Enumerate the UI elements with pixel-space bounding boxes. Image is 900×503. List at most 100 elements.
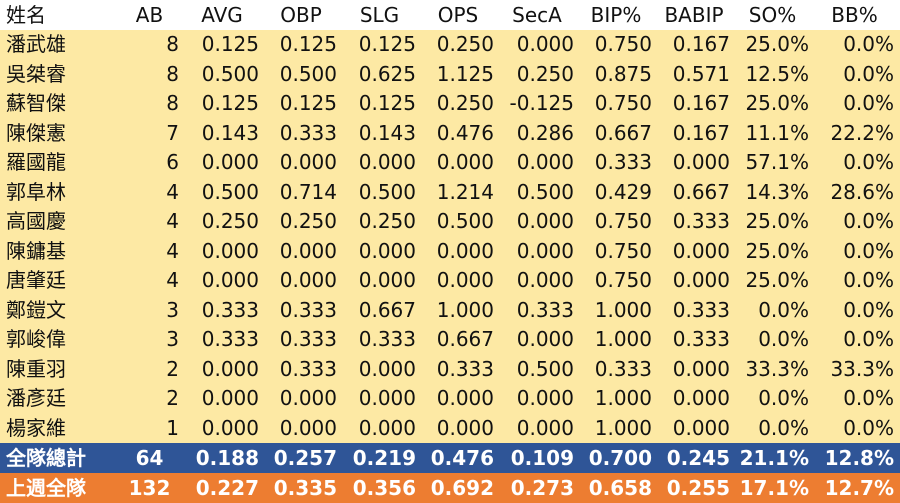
cell: 姓名	[0, 0, 120, 30]
cell: 1	[120, 413, 185, 443]
cell: 0.333	[580, 148, 658, 178]
cell: 楊家維	[0, 413, 120, 443]
cell: 0.286	[500, 118, 580, 148]
cell: 0.333	[185, 295, 265, 325]
cell: 33.3%	[815, 354, 900, 384]
cell: 0.0%	[736, 413, 815, 443]
cell: 0.750	[580, 236, 658, 266]
player-row: 郭峻偉 3 0.333 0.333 0.333 0.667 0.000 1.000 0.333 0…	[0, 325, 900, 355]
cell: 0.0%	[815, 59, 900, 89]
cell: 0.333	[658, 207, 736, 237]
cell: 0.000	[500, 413, 580, 443]
cell: 0.000	[500, 384, 580, 414]
player-row: 郭阜林 4 0.500 0.714 0.500 1.214 0.500 0.429 0.667 1…	[0, 177, 900, 207]
cell: 0.0%	[815, 266, 900, 296]
cell: 0.0%	[815, 89, 900, 119]
cell: 0.000	[185, 148, 265, 178]
cell: 0.356	[343, 473, 422, 503]
cell: 8	[120, 89, 185, 119]
cell: 1.000	[580, 295, 658, 325]
cell: 0.125	[185, 89, 265, 119]
player-row: 楊家維 1 0.000 0.000 0.000 0.000 0.000 1.000 0.000 0…	[0, 413, 900, 443]
cell: 0.125	[265, 89, 343, 119]
cell: 0.000	[265, 384, 343, 414]
cell: 0.000	[422, 413, 500, 443]
cell: 0.0%	[815, 413, 900, 443]
cell: 0.333	[658, 295, 736, 325]
cell: 0.667	[422, 325, 500, 355]
cell: 25.0%	[736, 266, 815, 296]
cell: 0.429	[580, 177, 658, 207]
cell: 57.1%	[736, 148, 815, 178]
cell: 0.0%	[736, 295, 815, 325]
cell: 陳重羽	[0, 354, 120, 384]
cell: 25.0%	[736, 30, 815, 60]
cell: 0.143	[343, 118, 422, 148]
cell: 0.500	[185, 177, 265, 207]
cell: 0.167	[658, 118, 736, 148]
cell: 0.000	[658, 236, 736, 266]
cell: 0.0%	[815, 207, 900, 237]
cell: 0.000	[343, 354, 422, 384]
cell: 0.000	[658, 384, 736, 414]
cell: 0.250	[500, 59, 580, 89]
cell: 0.000	[185, 236, 265, 266]
cell: 4	[120, 236, 185, 266]
cell: 6	[120, 148, 185, 178]
cell: 0.188	[185, 443, 265, 473]
cell: 22.2%	[815, 118, 900, 148]
cell: 0.500	[500, 177, 580, 207]
cell: OPS	[422, 0, 500, 30]
cell: SecA	[500, 0, 580, 30]
cell: 0.500	[265, 59, 343, 89]
cell: 0.000	[185, 384, 265, 414]
cell: 0.000	[265, 266, 343, 296]
player-row: 潘彥廷 2 0.000 0.000 0.000 0.000 0.000 1.000 0.000 0…	[0, 384, 900, 414]
cell: 潘彥廷	[0, 384, 120, 414]
cell: 1.000	[580, 413, 658, 443]
cell: 0.335	[265, 473, 343, 503]
cell: 0.227	[185, 473, 265, 503]
cell: 0.000	[343, 384, 422, 414]
cell: 0.000	[500, 266, 580, 296]
cell: 0.571	[658, 59, 736, 89]
cell: 0.000	[500, 236, 580, 266]
player-row: 鄭鎧文 3 0.333 0.333 0.667 1.000 0.333 1.000 0.333 0…	[0, 295, 900, 325]
cell: OBP	[265, 0, 343, 30]
cell: 0.476	[422, 118, 500, 148]
cell: 0.500	[185, 59, 265, 89]
cell: 0.0%	[736, 325, 815, 355]
cell: 14.3%	[736, 177, 815, 207]
cell: 3	[120, 295, 185, 325]
cell: 0.250	[185, 207, 265, 237]
cell: 0.000	[185, 266, 265, 296]
cell: 0.000	[343, 148, 422, 178]
cell: 11.1%	[736, 118, 815, 148]
cell: 0.0%	[815, 384, 900, 414]
cell: 0.000	[343, 266, 422, 296]
cell: 33.3%	[736, 354, 815, 384]
cell: 0.000	[422, 148, 500, 178]
cell: 12.5%	[736, 59, 815, 89]
cell: 陳鏞基	[0, 236, 120, 266]
cell: 0.143	[185, 118, 265, 148]
cell: 0.0%	[815, 325, 900, 355]
cell: 0.000	[265, 413, 343, 443]
cell: 1.214	[422, 177, 500, 207]
cell: 0.000	[343, 413, 422, 443]
cell: 唐肇廷	[0, 266, 120, 296]
cell: 0.750	[580, 266, 658, 296]
cell: 1.000	[422, 295, 500, 325]
cell: 8	[120, 30, 185, 60]
cell: 0.000	[500, 207, 580, 237]
cell: 0.000	[422, 236, 500, 266]
cell: 0.0%	[815, 148, 900, 178]
cell: 0.333	[658, 325, 736, 355]
cell: 0.125	[265, 30, 343, 60]
cell: 25.0%	[736, 89, 815, 119]
cell: 0.125	[185, 30, 265, 60]
cell: 0.0%	[815, 236, 900, 266]
cell: 0.219	[343, 443, 422, 473]
